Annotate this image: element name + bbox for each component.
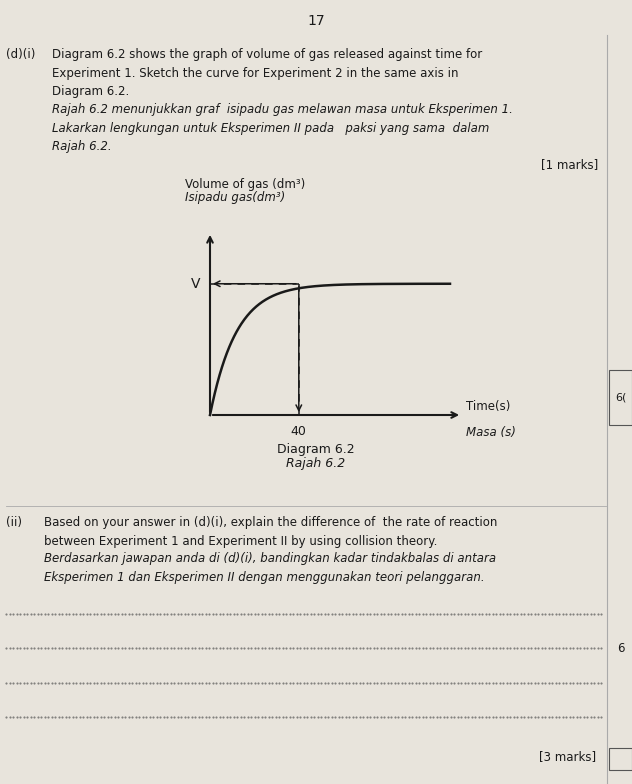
Text: Volume of gas (dm³): Volume of gas (dm³) (185, 178, 305, 191)
Text: [3 marks]: [3 marks] (539, 750, 596, 763)
Text: V: V (190, 277, 200, 291)
Text: Time(s): Time(s) (466, 400, 511, 413)
Text: Diagram 6.2: Diagram 6.2 (277, 443, 355, 456)
Text: Diagram 6.2 shows the graph of volume of gas released against time for
Experimen: Diagram 6.2 shows the graph of volume of… (52, 48, 482, 98)
Text: (ii): (ii) (6, 516, 22, 529)
Text: Isipadu gas(dm³): Isipadu gas(dm³) (185, 191, 285, 204)
Bar (609, 370, 632, 425)
Text: [1 marks]: [1 marks] (541, 158, 598, 171)
Text: Based on your answer in (d)(i), explain the difference of  the rate of reaction
: Based on your answer in (d)(i), explain … (44, 516, 497, 547)
Text: Rajah 6.2 menunjukkan graf  isipadu gas melawan masa untuk Eksperimen 1.
Lakarka: Rajah 6.2 menunjukkan graf isipadu gas m… (52, 103, 513, 153)
Text: (d)(i): (d)(i) (6, 48, 35, 61)
Bar (609, 748, 632, 770)
Text: 6(: 6( (615, 393, 626, 402)
Text: 6: 6 (617, 641, 624, 655)
Text: 40: 40 (291, 425, 307, 438)
Text: Rajah 6.2: Rajah 6.2 (286, 457, 346, 470)
Text: Masa (s): Masa (s) (466, 426, 516, 439)
Text: 17: 17 (307, 14, 325, 28)
Text: Berdasarkan jawapan anda di (d)(i), bandingkan kadar tindakbalas di antara
Ekspe: Berdasarkan jawapan anda di (d)(i), band… (44, 552, 496, 583)
